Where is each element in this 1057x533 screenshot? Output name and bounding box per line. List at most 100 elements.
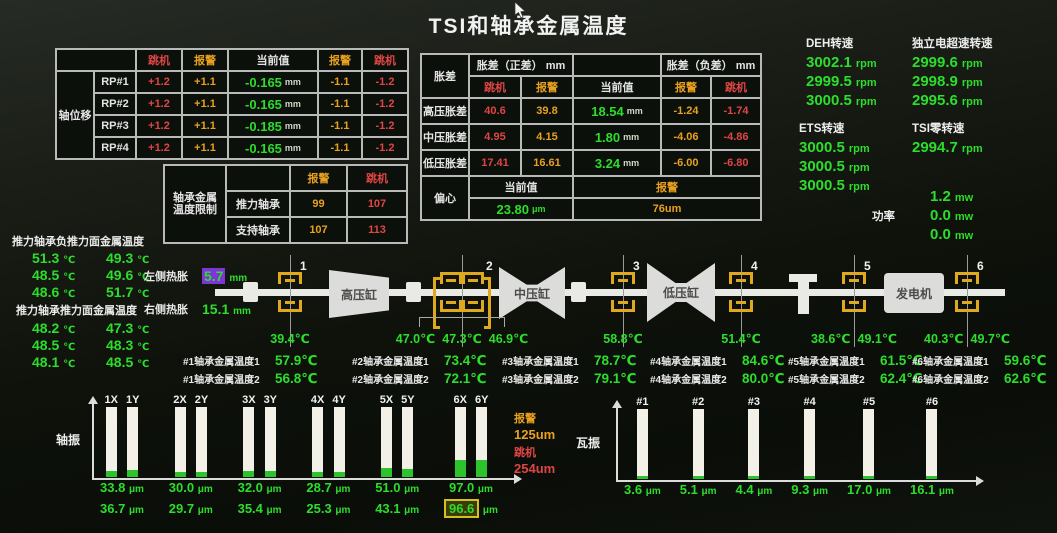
header-trip: 跳机	[348, 166, 406, 190]
bearing-3: 3 58.8℃	[563, 255, 683, 350]
left-expansion-label: 左侧热胀	[144, 271, 188, 283]
header-trip: 跳机	[137, 50, 181, 70]
value-alarm-neg: -1.24	[662, 99, 710, 123]
vibration-group: 6X 6Y 97.0 μm 96.6 μm	[443, 394, 498, 530]
value-trip: 17.41	[470, 151, 520, 175]
value-alarm: 39.8	[522, 99, 572, 123]
temp-limit-table: 轴承金属 温度限制 报警 跳机 推力轴承 99 107 支持轴承 107 113	[163, 164, 408, 244]
value-alarm: 4.15	[522, 125, 572, 149]
row-label: RP#3	[95, 116, 135, 136]
row-label: 中压胀差	[422, 125, 468, 149]
vibration-value: 36.7	[100, 501, 126, 516]
temp-value: 49.6 ℃	[106, 267, 150, 283]
limit-trip-value: 113	[348, 218, 406, 242]
legend-trip-label: 跳机	[514, 447, 536, 459]
ets-speed-value: 3000.5 rpm	[799, 177, 870, 194]
bearing-bracket-icon	[440, 272, 462, 284]
vibration-unit: μm	[812, 486, 828, 497]
vibration-legend: 报警 125um 跳机 254um	[514, 412, 555, 476]
vibration-bar	[127, 407, 139, 477]
bar-label: 6X	[453, 394, 467, 406]
vibration-value: 28.7	[306, 480, 332, 495]
bar-fill	[312, 472, 324, 477]
eccentricity-current-value: 23.80 μm	[470, 199, 572, 219]
header-positive: 胀差（正差） mm	[470, 55, 572, 75]
row-label: 推力轴承	[227, 192, 289, 216]
bar-fill	[105, 471, 117, 477]
generator: 发电机	[884, 273, 944, 313]
tsi-zero-speed-block: TSI零转速 2994.7 rpm	[912, 120, 983, 158]
bar-label: 6Y	[474, 394, 489, 406]
value-trip-neg: -1.74	[712, 99, 760, 123]
metal-temp-value: 62.4℃	[880, 371, 923, 386]
value-alarm-neg: -1.1	[319, 94, 361, 114]
empty-cell	[574, 55, 660, 75]
value-current: -0.185 mm	[229, 116, 317, 136]
vibration-value: 29.7	[168, 501, 195, 516]
value-trip-neg: -1.2	[363, 94, 407, 114]
empty-cell	[227, 166, 289, 190]
bearing-number: 3	[633, 259, 640, 273]
thrust-neg-face-label: 推力轴承负推力面金属温度	[12, 236, 144, 248]
vibration-unit: μm	[477, 484, 493, 495]
vibration-bar	[926, 409, 938, 479]
bar-fill	[863, 476, 875, 479]
turbine-shaft	[215, 289, 1005, 296]
bar-fill	[243, 471, 255, 477]
page-title: TSI和轴承金属温度	[428, 15, 629, 38]
power-value: 0.0 mw	[930, 226, 974, 243]
value-trip: +1.2	[137, 72, 181, 92]
vibration-bar	[402, 407, 414, 477]
vibration-value: 5.1	[679, 482, 698, 497]
bar-label: 1X	[104, 394, 118, 406]
vibration-bar	[380, 407, 392, 477]
y-axis-arrow	[88, 396, 98, 404]
bearing-bracket-icon	[729, 300, 753, 312]
vibration-value[interactable]: 96.6	[443, 499, 480, 518]
group-label-eccentricity: 偏心	[422, 177, 468, 219]
thrust-pos-face-label: 推力轴承推力面金属温度	[16, 305, 137, 317]
header-alarm: 报警	[183, 50, 227, 70]
independent-overspeed-block: 独立电超速转速 2999.6 rpm 2998.9 rpm 2995.6 rpm	[912, 35, 993, 111]
metal-temp-value: 59.6℃	[1004, 353, 1047, 368]
bar-fill	[926, 476, 938, 479]
left-expansion-value[interactable]: 5.7 mm	[202, 268, 248, 284]
temp-value: 48.3 ℃	[106, 337, 150, 353]
deh-speed-value: 2999.5 rpm	[806, 73, 877, 90]
ets-speed-label: ETS转速	[799, 123, 845, 135]
power-values: 1.2 mw 0.0 mw 0.0 mw	[930, 188, 973, 245]
bar-label: 1Y	[125, 394, 140, 406]
temp-value: 48.6 ℃	[32, 284, 76, 300]
row-label: 支持轴承	[227, 218, 289, 242]
y-axis	[92, 402, 94, 480]
vibration-unit: μm	[335, 505, 351, 516]
vibration-unit: μm	[701, 486, 717, 497]
bearing-bracket-icon	[433, 277, 440, 329]
ets-speed-block: ETS转速 3000.5 rpm 3000.5 rpm 3000.5 rpm	[799, 120, 870, 196]
vibration-unit: μm	[404, 484, 420, 495]
deh-speed-block: DEH转速 3002.1 rpm 2999.5 rpm 3000.5 rpm	[806, 35, 877, 111]
bearing-temp: 40.3℃ 49.7℃	[924, 332, 1010, 346]
value-trip-neg: -4.86	[712, 125, 760, 149]
bar-fill	[196, 472, 207, 477]
mouse-cursor-icon	[514, 2, 526, 19]
bearing-temp: 38.6℃ 49.1℃	[811, 332, 897, 346]
value-current: 3.24 mm	[574, 151, 660, 175]
limit-alarm-value: 107	[291, 218, 346, 242]
metal-temp-value: 79.1℃	[594, 371, 637, 386]
value-current: -0.165 mm	[229, 72, 317, 92]
vibration-unit: μm	[266, 505, 282, 516]
vibration-bar	[748, 409, 760, 479]
vibration-unit: μm	[197, 505, 213, 516]
shaft-valve-icon	[789, 274, 817, 314]
metal-temp-label: #2轴承金属温度2	[352, 375, 429, 386]
right-thermal-expansion: 右侧热胀 15.1 mm	[144, 301, 251, 317]
vibration-group: #3 4.4 μm	[736, 396, 773, 516]
metal-temp-value: 57.9℃	[275, 353, 318, 368]
row-label: RP#1	[95, 72, 135, 92]
power-value: 0.0 mw	[930, 207, 974, 224]
temp-value: 49.3 ℃	[106, 250, 150, 266]
bar-fill	[402, 469, 414, 477]
bar-label: 3X	[242, 394, 256, 406]
